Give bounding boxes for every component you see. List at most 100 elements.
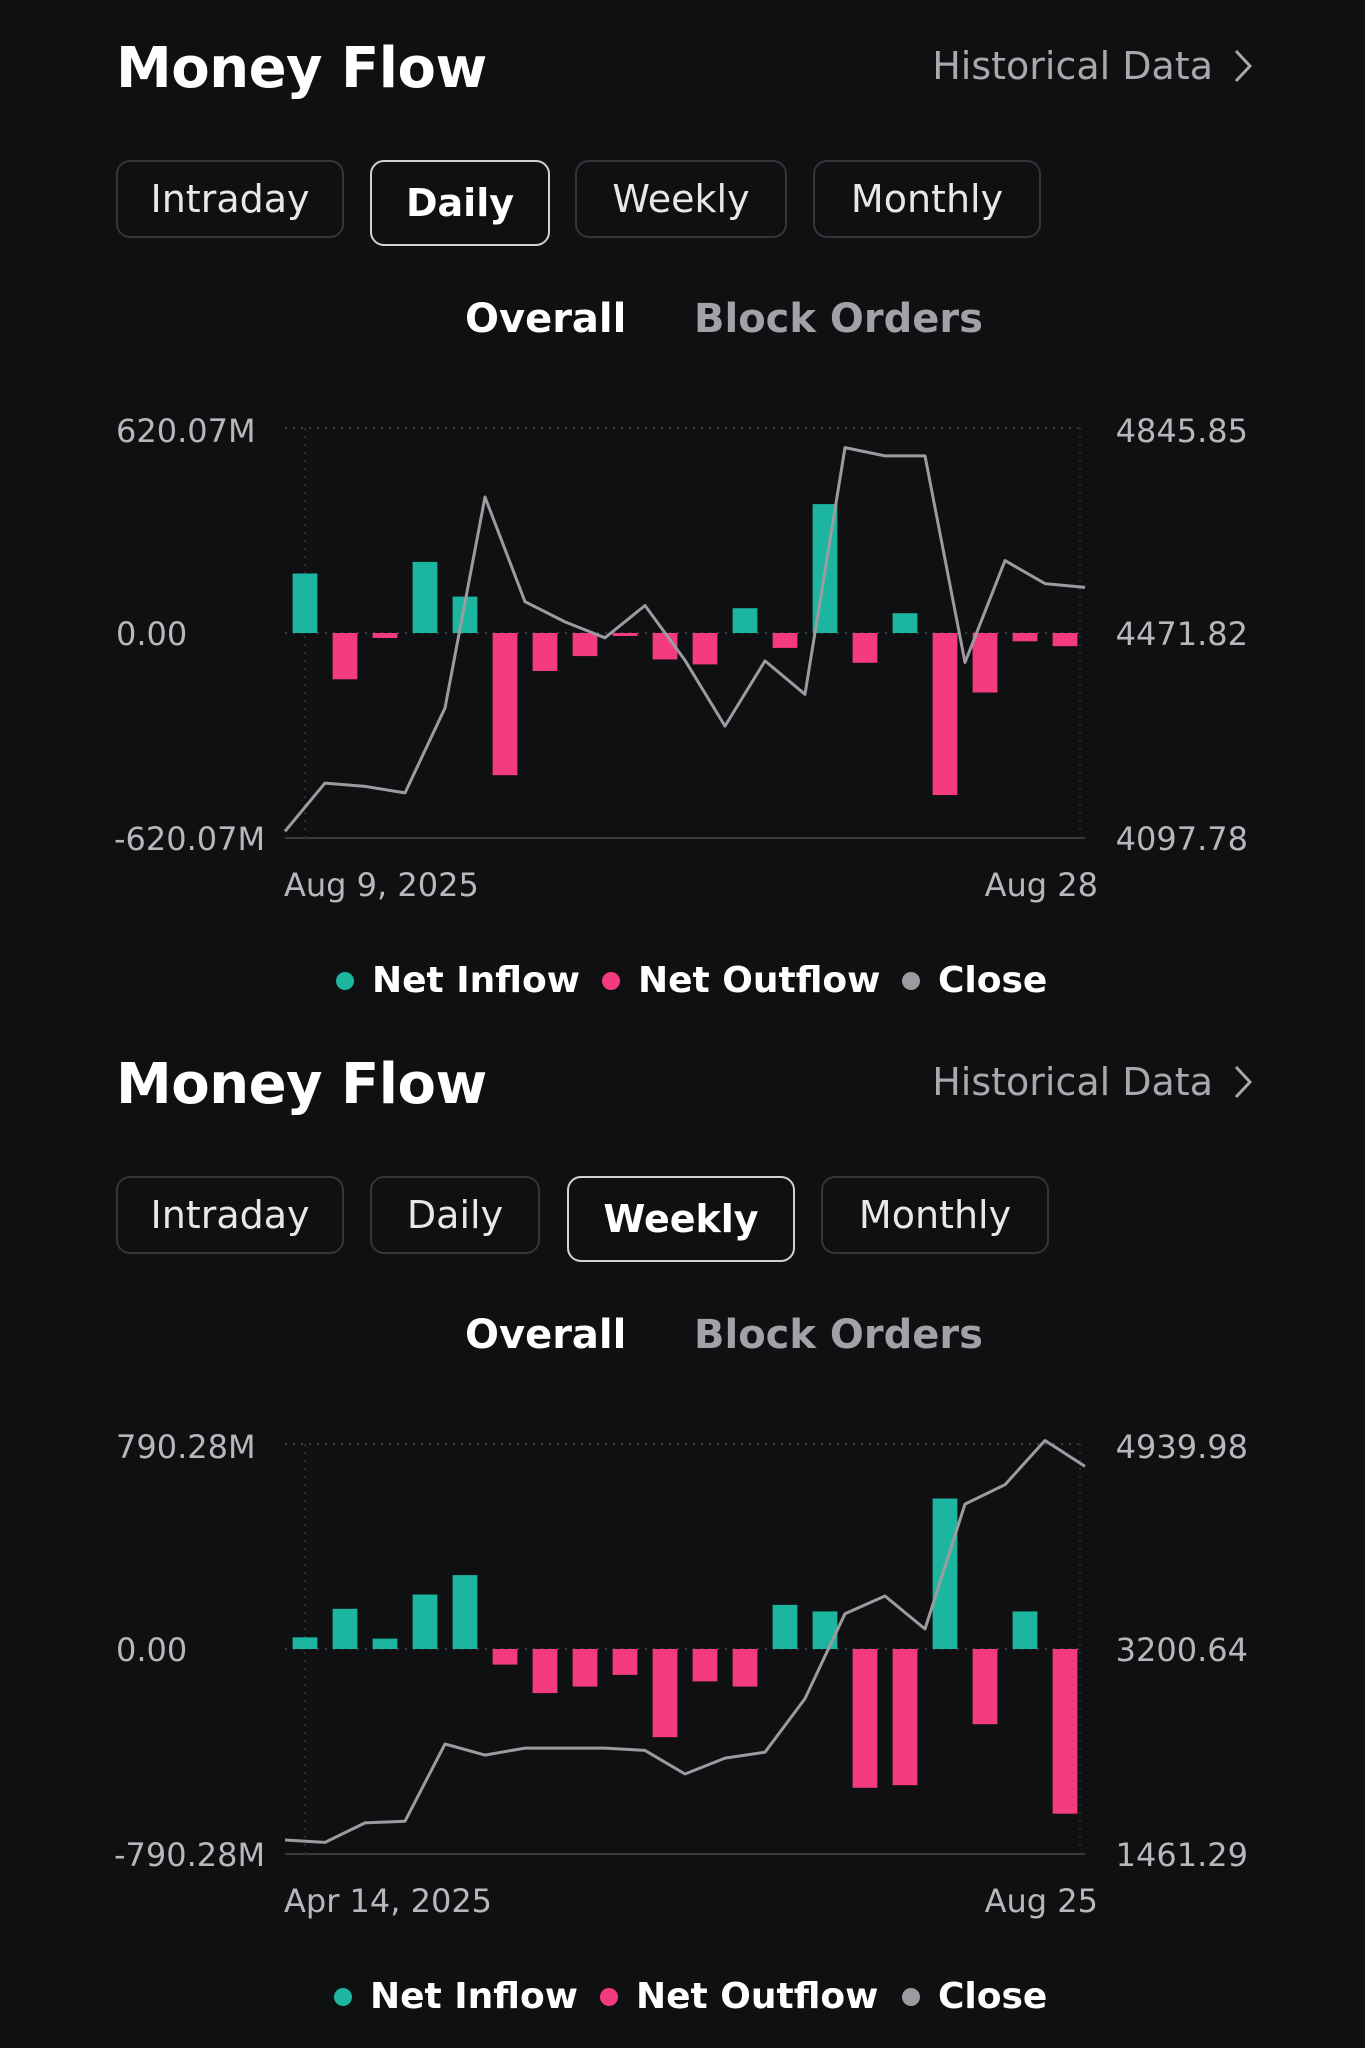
chart-legend: Net Inflow Net Outflow Close [0,1976,1365,2026]
close-price-line [283,446,1086,833]
inflow-bar [452,1575,478,1649]
outflow-bar [612,633,638,636]
outflow-bar [972,633,998,693]
legend-close: Close [902,960,1047,1001]
legend-net-inflow: Net Inflow [334,1976,578,2017]
subtab-overall[interactable]: Overall [465,1312,627,1358]
inflow-bar [932,1498,958,1649]
outflow-bar [892,1649,918,1786]
inflow-bar [412,1594,438,1649]
legend-label: Net Inflow [372,960,580,1001]
historical-data-label: Historical Data [932,1060,1213,1104]
tab-intraday[interactable]: Intraday [116,1176,344,1254]
outflow-bar [572,1649,598,1687]
outflow-bar [852,633,878,663]
y-right-tick-top: 4845.85 [1116,412,1248,450]
legend-net-inflow: Net Inflow [336,960,580,1001]
y-left-tick-bottom: -620.07M [114,820,265,858]
y-left-tick-bottom: -790.28M [114,1836,265,1874]
x-tick-start: Apr 14, 2025 [284,1882,492,1920]
legend-label: Close [938,960,1048,1001]
legend-net-outflow: Net Outflow [600,1976,878,2017]
legend-label: Net Outflow [638,960,881,1001]
inflow-bar [892,613,918,633]
panel-title: Money Flow [116,36,487,101]
outflow-bar [572,633,598,657]
period-tabs: Intraday Daily Weekly Monthly [116,160,1256,246]
subtab-block-orders[interactable]: Block Orders [694,1312,983,1358]
money-flow-panel-daily: Money Flow Historical Data Intraday Dail… [0,0,1365,1016]
panel-title: Money Flow [116,1052,487,1117]
inflow-bar [292,1637,318,1649]
inflow-dot-icon [336,971,354,990]
tab-weekly[interactable]: Weekly [567,1176,795,1262]
outflow-bar [1052,633,1078,647]
subtab-overall[interactable]: Overall [465,296,627,342]
period-tabs: Intraday Daily Weekly Monthly [116,1176,1256,1262]
y-right-tick-bottom: 1461.29 [1116,1836,1248,1874]
outflow-bar [772,633,798,648]
outflow-bar [692,1649,718,1682]
outflow-bar [972,1649,998,1725]
legend-net-outflow: Net Outflow [602,960,880,1001]
inflow-bar [412,561,438,633]
tab-daily[interactable]: Daily [370,160,550,246]
historical-data-link[interactable]: Historical Data [932,1060,1253,1104]
outflow-bar [932,633,958,795]
outflow-dot-icon [600,1987,618,2006]
outflow-bar [532,633,558,671]
inflow-bar [332,1608,358,1649]
y-right-tick-mid: 4471.82 [1116,615,1248,653]
legend-label: Close [938,1976,1048,2017]
inflow-bar [732,608,758,633]
money-flow-chart: 620.07M 0.00 -620.07M 4845.85 4471.82 4097.78… [114,412,1248,904]
close-dot-icon [902,1987,920,2006]
outflow-bar [732,1649,758,1687]
y-right-tick-bottom: 4097.78 [1116,820,1248,858]
historical-data-link[interactable]: Historical Data [932,44,1253,88]
chevron-right-icon [1234,1065,1253,1099]
legend-label: Net Outflow [636,1976,879,2017]
chevron-right-icon [1234,49,1253,83]
outflow-bar [852,1649,878,1788]
inflow-bar [372,1638,398,1649]
tab-monthly[interactable]: Monthly [813,160,1041,238]
sub-tabs: Overall Block Orders [0,1312,1365,1372]
close-dot-icon [902,971,920,990]
outflow-bar [1052,1649,1078,1814]
outflow-bar [492,1649,518,1665]
inflow-dot-icon [334,1987,352,2006]
legend-close: Close [902,1976,1047,2017]
outflow-bar [652,1649,678,1738]
sub-tabs: Overall Block Orders [0,296,1365,356]
close-price-line [284,1439,1086,1844]
x-tick-end: Aug 28 [985,866,1098,904]
y-left-tick-mid: 0.00 [116,615,187,653]
x-tick-start: Aug 9, 2025 [284,866,479,904]
x-tick-end: Aug 25 [985,1882,1098,1920]
inflow-bar [772,1604,798,1649]
tab-weekly[interactable]: Weekly [575,160,787,238]
outflow-bar [372,633,398,638]
outflow-bar [692,633,718,665]
outflow-dot-icon [602,971,620,990]
tab-daily[interactable]: Daily [370,1176,540,1254]
historical-data-label: Historical Data [932,44,1213,88]
y-left-tick-top: 790.28M [116,1428,256,1466]
y-left-tick-mid: 0.00 [116,1631,187,1669]
subtab-block-orders[interactable]: Block Orders [694,296,983,342]
y-right-tick-mid: 3200.64 [1116,1631,1248,1669]
outflow-bar [332,633,358,680]
outflow-bar [532,1649,558,1694]
outflow-bar [492,633,518,776]
inflow-bar [1012,1611,1038,1649]
tab-intraday[interactable]: Intraday [116,160,344,238]
y-right-tick-top: 4939.98 [1116,1428,1248,1466]
legend-label: Net Inflow [370,1976,578,2017]
inflow-bar [812,1611,838,1649]
tab-monthly[interactable]: Monthly [821,1176,1049,1254]
money-flow-panel-weekly: Money Flow Historical Data Intraday Dail… [0,1016,1365,2032]
outflow-bar [1012,633,1038,642]
outflow-bar [612,1649,638,1675]
y-left-tick-top: 620.07M [116,412,256,450]
